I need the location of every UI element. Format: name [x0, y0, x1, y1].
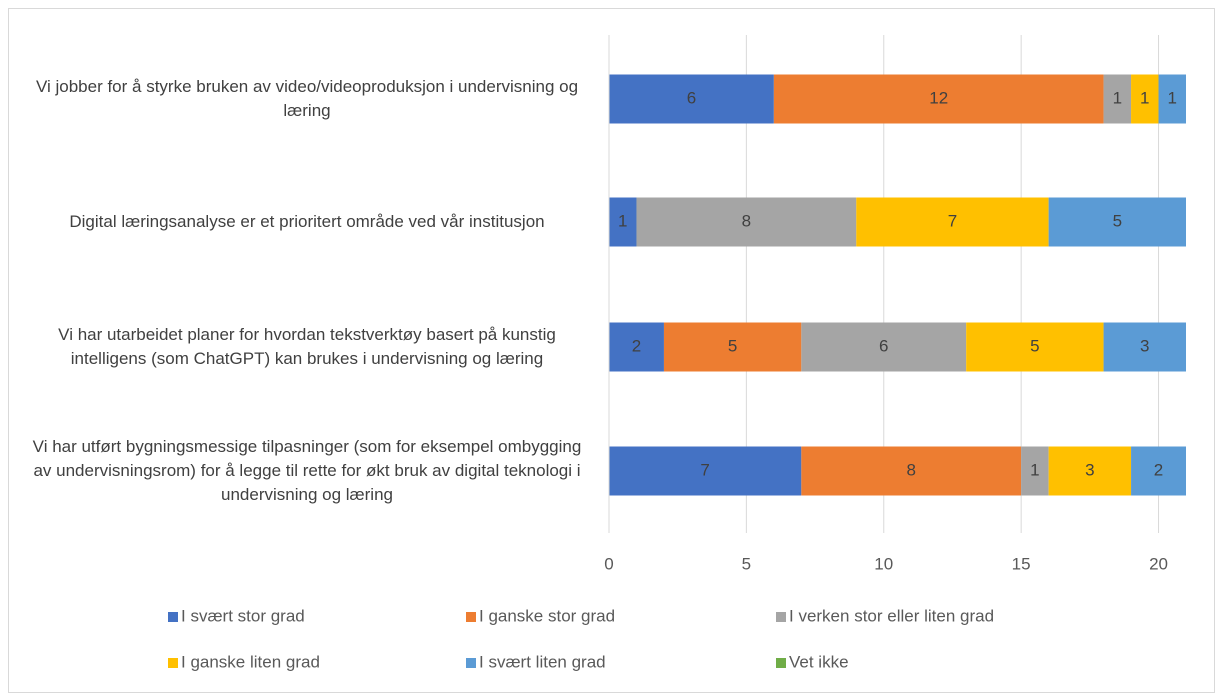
legend-swatch: [776, 658, 786, 668]
category-label: Vi jobber for å styrke bruken av video/v…: [35, 77, 579, 120]
legend-label: Vet ikke: [789, 652, 849, 671]
bar-segment: [801, 446, 1022, 496]
data-label: 1: [1168, 88, 1177, 107]
data-label: 6: [687, 88, 696, 107]
data-label: 2: [632, 336, 641, 355]
bar-segment: [1103, 322, 1186, 372]
legend-swatch: [466, 612, 476, 622]
legend-label: I svært liten grad: [479, 652, 606, 671]
bar-segment: [1048, 446, 1132, 496]
data-label: 8: [907, 460, 916, 479]
category-label: Vi har utført bygningsmessige tilpasning…: [32, 437, 582, 504]
legend-swatch: [776, 612, 786, 622]
data-label: 5: [728, 336, 737, 355]
bar-segment: [609, 74, 774, 124]
bar-segment: [609, 322, 664, 372]
data-label: 1: [1113, 88, 1122, 107]
x-tick-label: 10: [874, 554, 893, 573]
bar-segment: [1131, 446, 1186, 496]
legend-label: I verken stor eller liten grad: [789, 606, 994, 625]
x-tick-label: 5: [742, 554, 751, 573]
data-label: 5: [1030, 336, 1039, 355]
legend-swatch: [466, 658, 476, 668]
x-tick-label: 0: [604, 554, 613, 573]
data-label: 3: [1085, 460, 1094, 479]
data-label: 7: [948, 211, 957, 230]
bar-segment: [1158, 74, 1186, 124]
legend-label: I ganske liten grad: [181, 652, 320, 671]
bar-segment: [1048, 197, 1186, 247]
data-label: 3: [1140, 336, 1149, 355]
x-tick-label: 20: [1149, 554, 1168, 573]
data-label: 1: [1140, 88, 1149, 107]
bar-segment: [1103, 74, 1132, 124]
legend-label: I ganske stor grad: [479, 606, 615, 625]
bar-segment: [609, 446, 802, 496]
data-label: 5: [1113, 211, 1122, 230]
category-label: Vi har utarbeidet planer for hvordan tek…: [58, 325, 556, 368]
data-label: 7: [700, 460, 709, 479]
bar-segment: [801, 322, 967, 372]
bar-segment: [773, 74, 1104, 124]
data-label: 12: [929, 88, 948, 107]
bar-segment: [609, 197, 637, 247]
legend-swatch: [168, 658, 178, 668]
legend-label: I svært stor grad: [181, 606, 305, 625]
data-label: 2: [1154, 460, 1163, 479]
bar-segment: [1131, 74, 1159, 124]
x-tick-label: 15: [1012, 554, 1031, 573]
data-label: 1: [618, 211, 627, 230]
data-label: 1: [1030, 460, 1039, 479]
bar-segment: [636, 197, 857, 247]
bar-segment: [1021, 446, 1049, 496]
category-label: Digital læringsanalyse er et prioritert …: [69, 212, 545, 231]
data-label: 6: [879, 336, 888, 355]
bar-segment: [856, 197, 1049, 247]
legend-swatch: [168, 612, 178, 622]
bar-segment: [966, 322, 1104, 372]
bar-segment: [663, 322, 802, 372]
data-label: 8: [742, 211, 751, 230]
